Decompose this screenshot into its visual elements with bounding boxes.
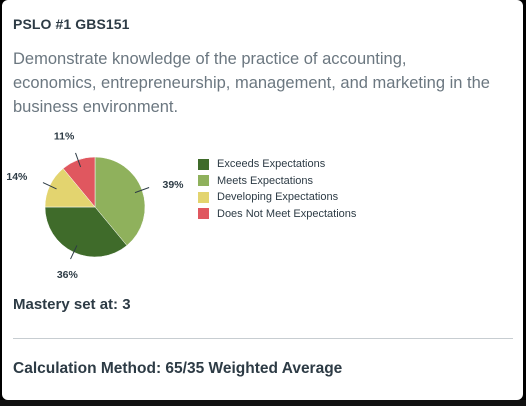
outcome-card: PSLO #1 GBS151 Demonstrate knowledge of … <box>2 0 523 400</box>
pie-leader-line <box>42 182 57 190</box>
pie-leader-line <box>75 152 82 168</box>
legend-label: Meets Expectations <box>217 174 313 187</box>
legend-swatch <box>198 191 209 203</box>
background-strip <box>0 400 526 406</box>
outcome-pie-chart: 39% 36% 14% 11% <box>6 132 185 281</box>
mastery-threshold: Mastery set at: 3 <box>13 296 131 313</box>
pie-leader-line <box>134 187 150 194</box>
legend-item: Exceeds Expectations <box>198 156 356 173</box>
legend-label: Developing Expectations <box>217 191 339 204</box>
outcome-title: PSLO #1 GBS151 <box>13 16 130 32</box>
divider <box>13 338 513 339</box>
chart-legend: Exceeds Expectations Meets Expectations De… <box>198 156 356 222</box>
pie-data-label: 14% <box>6 171 28 183</box>
legend-swatch <box>198 208 209 220</box>
pie-data-label: 11% <box>54 132 75 142</box>
calculation-method: Calculation Method: 65/35 Weighted Avera… <box>13 360 343 377</box>
pie-data-label: 36% <box>57 269 79 281</box>
legend-swatch <box>198 158 209 170</box>
legend-swatch <box>198 175 209 187</box>
outcome-description: Demonstrate knowledge of the practice of… <box>13 50 490 116</box>
legend-label: Exceeds Expectations <box>217 158 326 171</box>
legend-item: Developing Expectations <box>198 189 356 206</box>
legend-item: Does Not Meet Expectations <box>198 206 356 223</box>
pie-data-label: 39% <box>163 179 185 191</box>
legend-item: Meets Expectations <box>198 173 356 190</box>
pie-leader-line <box>70 245 78 260</box>
legend-label: Does Not Meet Expectations <box>217 207 357 220</box>
